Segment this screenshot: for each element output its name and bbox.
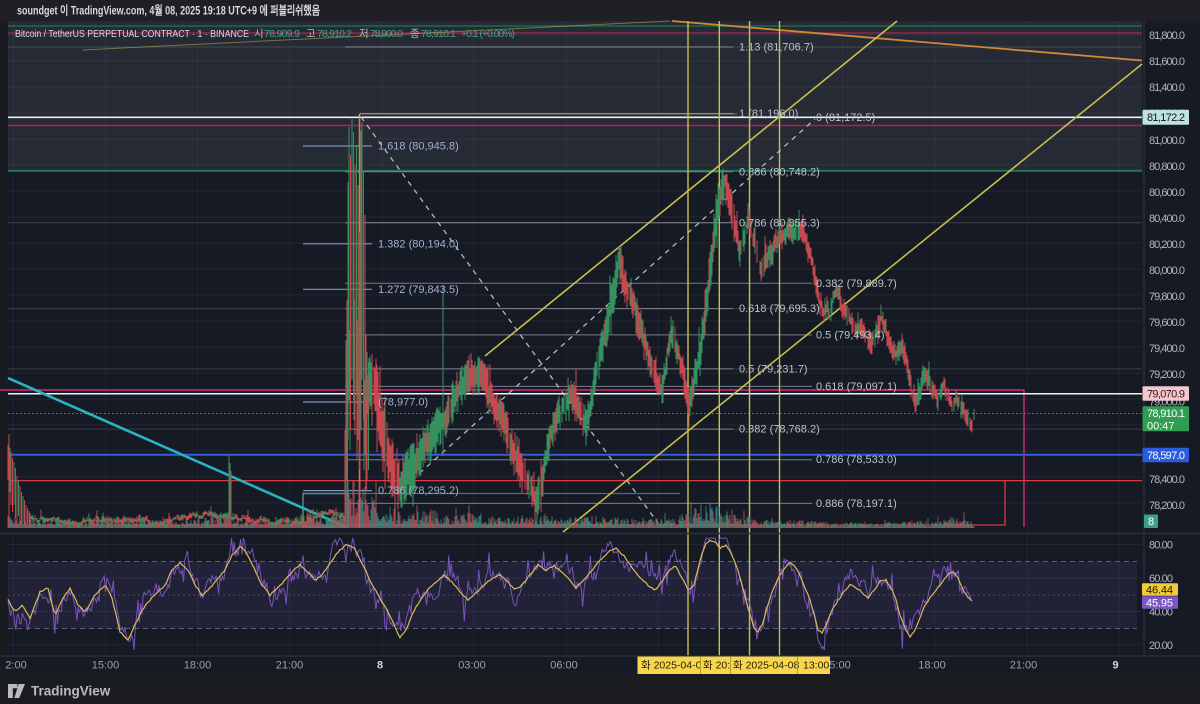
svg-text:1.13 (81,706.7): 1.13 (81,706.7) — [739, 42, 814, 54]
svg-text:8: 8 — [1148, 516, 1154, 528]
svg-text:21:00: 21:00 — [1010, 660, 1038, 672]
svg-text:0.886 (80,748.2): 0.886 (80,748.2) — [739, 166, 820, 178]
svg-text:78,910.1: 78,910.1 — [1147, 408, 1185, 420]
svg-text:화 20:: 화 20: — [703, 660, 730, 672]
svg-text:78,910.1: 78,910.1 — [421, 28, 456, 40]
svg-text:06:00: 06:00 — [550, 660, 578, 672]
svg-text:(78,977.0): (78,977.0) — [378, 397, 428, 409]
svg-text:9: 9 — [1112, 660, 1118, 672]
svg-text:80,200.0: 80,200.0 — [1149, 239, 1185, 251]
svg-text:0.382 (78,768.2): 0.382 (78,768.2) — [739, 424, 820, 436]
svg-text:60.00: 60.00 — [1149, 573, 1173, 585]
svg-text:0 (81,172.5): 0 (81,172.5) — [816, 112, 875, 124]
svg-text:화 2025-04-0: 화 2025-04-0 — [641, 660, 702, 672]
svg-text:40.00: 40.00 — [1149, 607, 1173, 619]
svg-text:1.272 (79,843.5): 1.272 (79,843.5) — [378, 284, 459, 296]
svg-text:78,400.0: 78,400.0 — [1149, 474, 1185, 486]
svg-text:1.618 (80,945.8): 1.618 (80,945.8) — [378, 141, 459, 153]
svg-text:81,400.0: 81,400.0 — [1149, 82, 1185, 94]
svg-text:81,600.0: 81,600.0 — [1149, 56, 1185, 68]
svg-text:79,400.0: 79,400.0 — [1149, 343, 1185, 355]
svg-text:2:00: 2:00 — [5, 660, 26, 672]
svg-text:18:00: 18:00 — [184, 660, 212, 672]
svg-text:80.00: 80.00 — [1149, 540, 1173, 552]
svg-text:종: 종 — [410, 28, 420, 40]
svg-text:8: 8 — [377, 660, 383, 672]
svg-text:0.786 (78,533.0): 0.786 (78,533.0) — [816, 454, 897, 466]
svg-text:78,200.0: 78,200.0 — [1149, 500, 1185, 512]
svg-text:45.95: 45.95 — [1146, 597, 1173, 609]
svg-text:80,000.0: 80,000.0 — [1149, 265, 1185, 277]
svg-text:46.44: 46.44 — [1146, 584, 1173, 596]
svg-text:0.5 (79,493.4): 0.5 (79,493.4) — [816, 329, 885, 341]
svg-text:1 (81,196.0): 1 (81,196.0) — [739, 108, 798, 120]
svg-text:1.382 (80,194.0): 1.382 (80,194.0) — [378, 238, 459, 250]
svg-text:저: 저 — [359, 28, 369, 40]
svg-text:13:00: 13:00 — [803, 660, 829, 672]
svg-text:78,900.0: 78,900.0 — [370, 28, 403, 40]
svg-text:soundget 이 TradingView.com, 4월: soundget 이 TradingView.com, 4월 08, 2025 … — [17, 3, 320, 18]
svg-text:+0.1 (+0.00%): +0.1 (+0.00%) — [461, 28, 515, 40]
svg-text:0.786 (80,355.3): 0.786 (80,355.3) — [739, 217, 820, 229]
svg-text:0.5 (79,231.7): 0.5 (79,231.7) — [739, 363, 808, 375]
svg-text:79,600.0: 79,600.0 — [1149, 317, 1185, 329]
svg-text:81,172.2: 81,172.2 — [1147, 112, 1185, 124]
svg-text:80,600.0: 80,600.0 — [1149, 187, 1185, 199]
svg-text:15:00: 15:00 — [92, 660, 120, 672]
svg-text:81,800.0: 81,800.0 — [1149, 30, 1185, 42]
svg-text:0.382 (79,889.7): 0.382 (79,889.7) — [816, 278, 897, 290]
svg-text:시: 시 — [254, 28, 264, 40]
svg-text:00:47: 00:47 — [1147, 421, 1175, 433]
svg-text:TradingView: TradingView — [31, 684, 111, 699]
svg-text:18:00: 18:00 — [918, 660, 946, 672]
svg-text:21:00: 21:00 — [276, 660, 304, 672]
svg-text:79,800.0: 79,800.0 — [1149, 291, 1185, 303]
svg-text:0.786 (78,295.2): 0.786 (78,295.2) — [378, 485, 459, 497]
svg-text:0.618 (79,097.1): 0.618 (79,097.1) — [816, 381, 897, 393]
svg-text:20.00: 20.00 — [1149, 640, 1173, 652]
svg-text:80,400.0: 80,400.0 — [1149, 213, 1185, 225]
svg-text:79,070.9: 79,070.9 — [1147, 389, 1185, 401]
svg-text:03:00: 03:00 — [458, 660, 486, 672]
svg-text:고: 고 — [306, 28, 316, 40]
svg-text:78,909.9: 78,909.9 — [264, 28, 300, 40]
svg-text:79,200.0: 79,200.0 — [1149, 369, 1185, 381]
svg-text:Bitcoin / TetherUS PERPETUAL C: Bitcoin / TetherUS PERPETUAL CONTRACT · … — [15, 28, 249, 40]
svg-text:78,597.0: 78,597.0 — [1147, 450, 1185, 462]
svg-text:81,000.0: 81,000.0 — [1149, 135, 1185, 147]
svg-text:화 2025-04-08: 화 2025-04-08 — [733, 660, 799, 672]
svg-text:80,800.0: 80,800.0 — [1149, 161, 1185, 173]
svg-text:78,910.2: 78,910.2 — [317, 28, 352, 40]
svg-text:0.886 (78,197.1): 0.886 (78,197.1) — [816, 498, 897, 510]
svg-text:5:00: 5:00 — [829, 660, 850, 672]
svg-text:0.618 (79,695.3): 0.618 (79,695.3) — [739, 303, 820, 315]
